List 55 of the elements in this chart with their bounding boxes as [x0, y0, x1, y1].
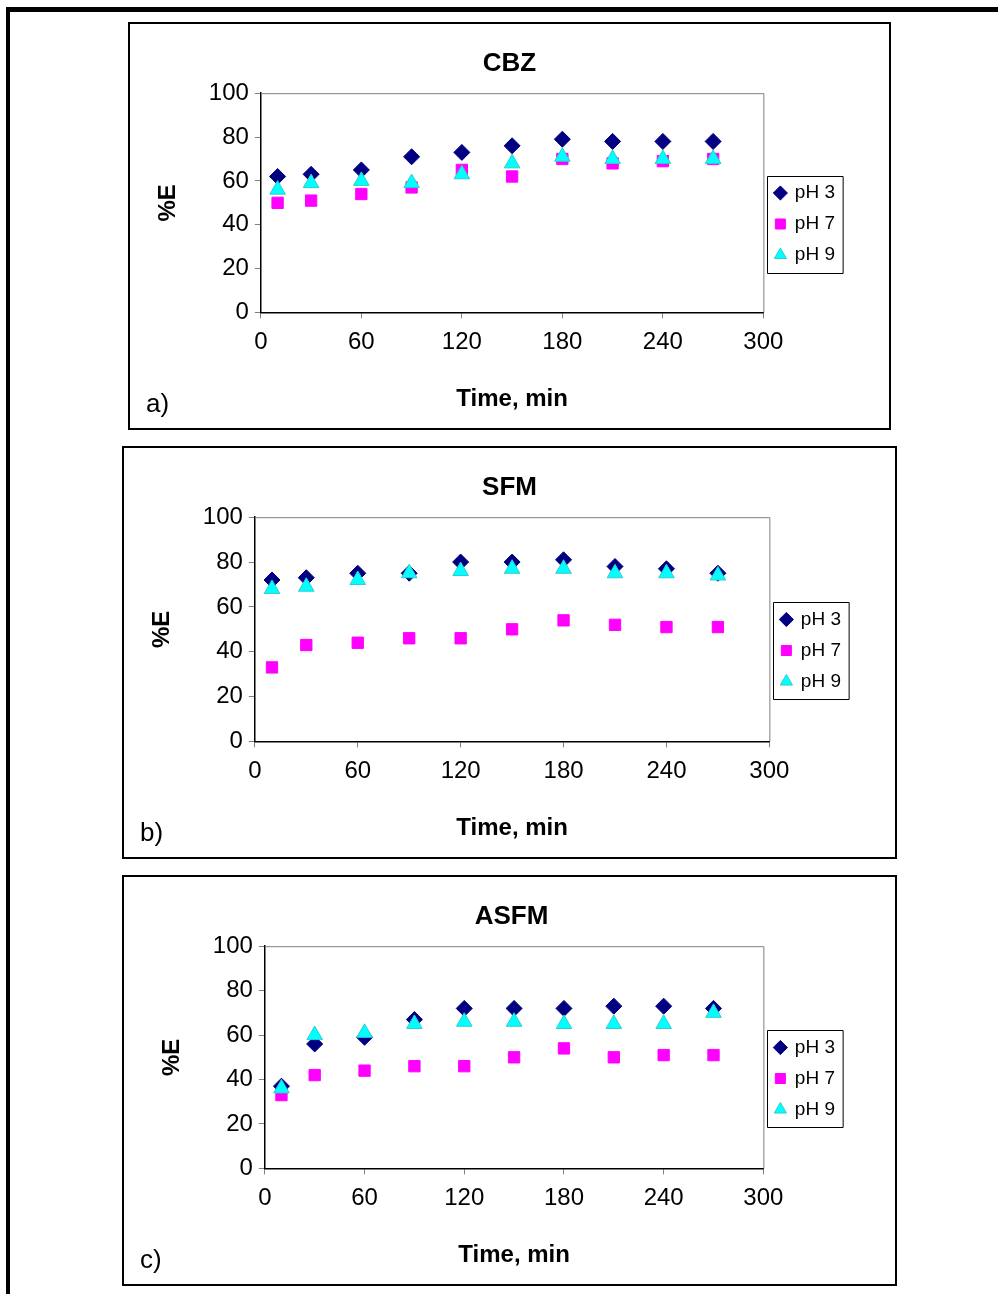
y-tick-label: 20 [226, 1108, 253, 1136]
y-tick-label: 20 [222, 253, 249, 281]
y-axis-title: %E [153, 184, 181, 222]
x-tick-label: 180 [542, 327, 583, 355]
x-tick-label: 240 [646, 756, 687, 784]
x-axis-title: Time, min [456, 813, 568, 841]
x-tick-label: 60 [351, 1183, 378, 1211]
x-tick-label: 120 [444, 1183, 485, 1211]
legend-label: pH 7 [794, 212, 836, 234]
y-tick-label: 100 [208, 77, 249, 105]
y-tick-label: 0 [235, 297, 249, 325]
x-tick-label: 0 [258, 1183, 272, 1211]
y-tick-label: 0 [229, 726, 243, 754]
x-tick-label: 120 [441, 327, 482, 355]
y-axis-title: %E [147, 610, 175, 648]
y-tick-label: 0 [239, 1153, 253, 1181]
y-tick-label: 60 [222, 165, 249, 193]
y-tick-label: 60 [216, 591, 243, 619]
x-axis-title: Time, min [458, 1240, 570, 1268]
x-tick-label: 240 [642, 327, 683, 355]
chart-title: SFM [482, 470, 537, 501]
text: b) [140, 817, 164, 847]
x-tick-label: 120 [440, 756, 481, 784]
x-tick-label: 300 [743, 327, 784, 355]
y-tick-label: 20 [216, 681, 243, 709]
x-tick-label: 300 [749, 756, 790, 784]
text: a) [146, 388, 170, 418]
y-tick-label: 100 [212, 930, 253, 958]
legend-label: pH 7 [800, 638, 842, 660]
legend-label: pH 9 [800, 669, 842, 691]
y-tick-label: 80 [222, 121, 249, 149]
x-tick-label: 240 [643, 1183, 684, 1211]
x-tick-label: 300 [743, 1183, 784, 1211]
x-tick-label: 180 [543, 1183, 584, 1211]
legend-label: pH 9 [794, 1097, 836, 1119]
x-tick-label: 60 [344, 756, 372, 784]
legend-label: pH 3 [800, 607, 842, 629]
y-axis-title: %E [157, 1038, 185, 1076]
x-tick-label: 180 [543, 756, 584, 784]
legend-label: pH 3 [794, 181, 836, 203]
chart-title: CBZ [482, 46, 537, 77]
y-tick-label: 40 [216, 636, 243, 664]
chart-title: ASFM [474, 899, 549, 930]
y-tick-label: 40 [222, 209, 249, 237]
y-tick-label: 80 [216, 546, 243, 574]
y-tick-label: 100 [202, 501, 243, 529]
text: c) [140, 1244, 162, 1274]
y-tick-label: 40 [226, 1064, 253, 1092]
x-tick-label: 60 [348, 327, 375, 355]
legend-label: pH 9 [794, 243, 836, 265]
y-tick-label: 60 [226, 1019, 253, 1047]
legend-label: pH 7 [794, 1066, 836, 1088]
legend-label: pH 3 [794, 1035, 836, 1057]
x-axis-title: Time, min [456, 384, 568, 412]
y-tick-label: 80 [226, 975, 253, 1003]
